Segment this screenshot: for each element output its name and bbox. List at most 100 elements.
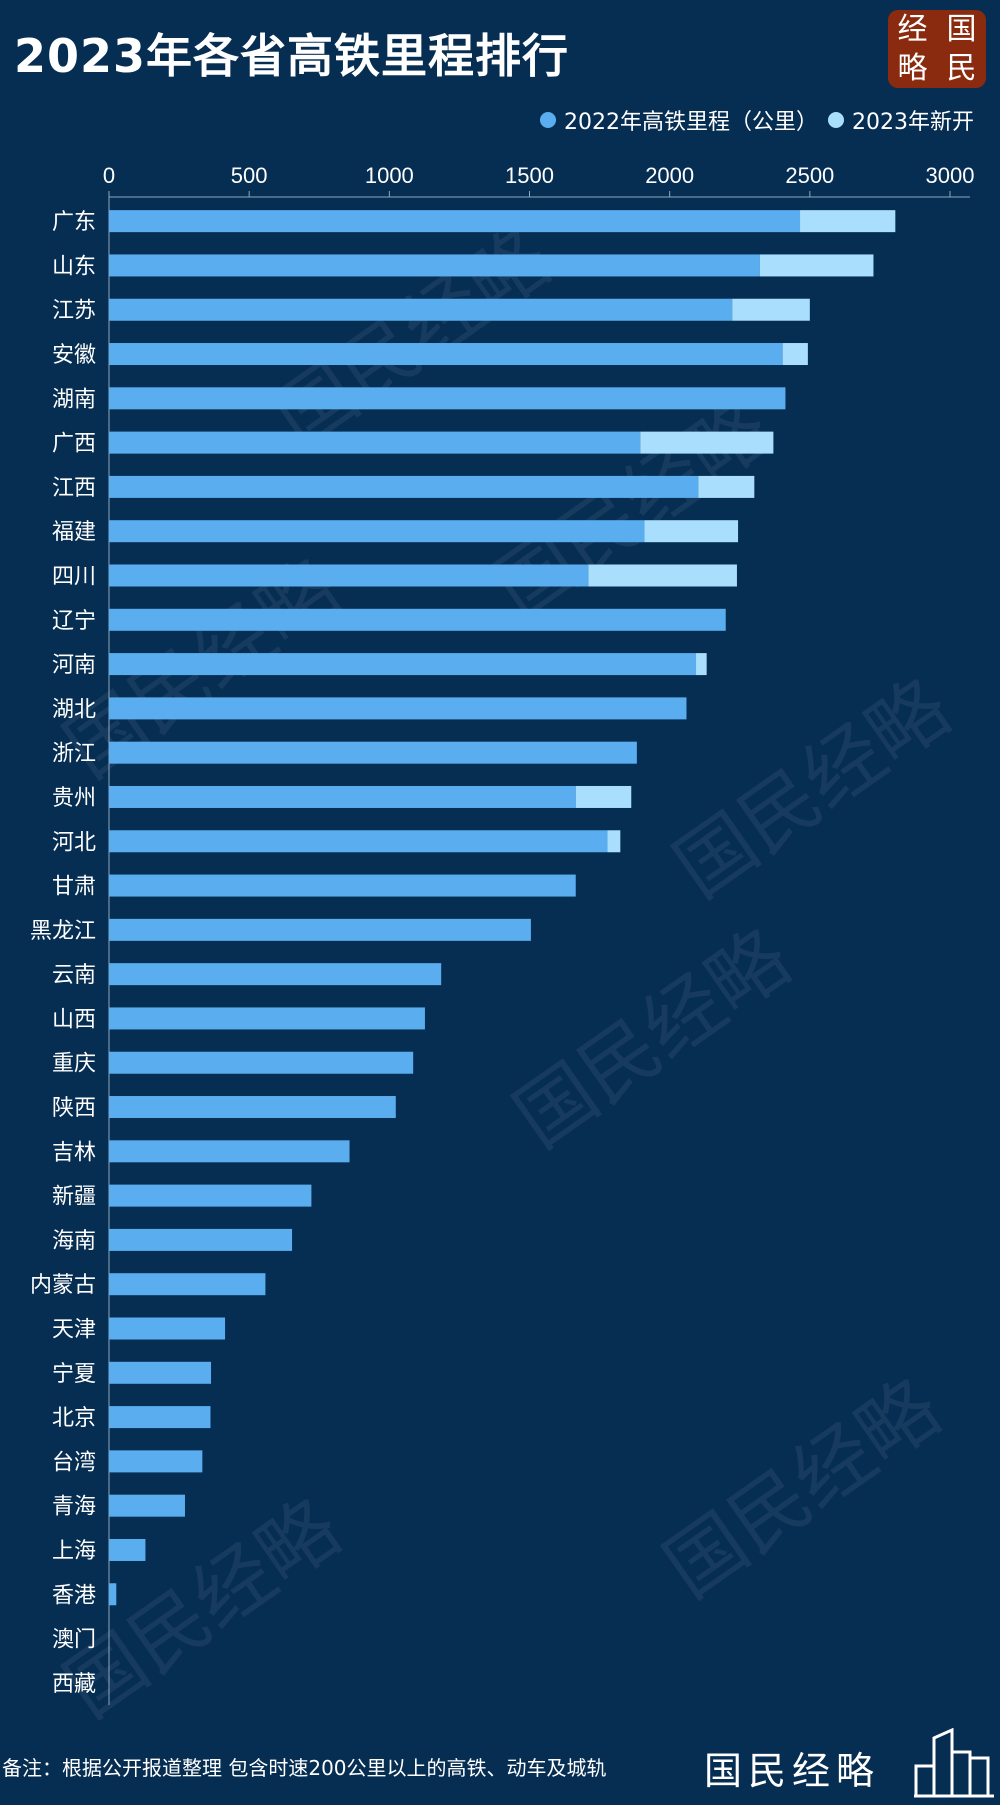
category-label: 内蒙古 bbox=[30, 1273, 96, 1298]
bar-2022 bbox=[109, 741, 637, 764]
bar-2022 bbox=[109, 1450, 203, 1473]
category-label: 吉林 bbox=[52, 1140, 96, 1165]
category-label: 西藏 bbox=[52, 1672, 96, 1697]
bar-2022 bbox=[109, 387, 786, 410]
category-label: 山西 bbox=[52, 1007, 96, 1032]
watermark-text: 国民经略 bbox=[659, 663, 966, 916]
bar-2022 bbox=[109, 1228, 293, 1251]
legend-label-2023: 2023年新开 bbox=[852, 110, 974, 135]
bar-2022 bbox=[109, 564, 589, 587]
category-label: 湖北 bbox=[52, 697, 96, 722]
category-label: 重庆 bbox=[52, 1052, 96, 1077]
x-tick-label: 2000 bbox=[645, 163, 694, 188]
category-label: 浙江 bbox=[52, 742, 96, 767]
bar-2022 bbox=[109, 874, 576, 897]
logo: 经 国 略 民 bbox=[888, 10, 986, 88]
bar-2023-new bbox=[607, 830, 621, 853]
category-label: 澳门 bbox=[52, 1628, 96, 1653]
legend-item-2022: 2022年高铁里程（公里） bbox=[540, 104, 818, 136]
legend-item-2023: 2023年新开 bbox=[828, 104, 974, 136]
bar-2023-new bbox=[696, 653, 707, 676]
category-label: 四川 bbox=[52, 565, 96, 590]
bar-2022 bbox=[109, 210, 801, 233]
category-label: 山东 bbox=[52, 254, 96, 279]
category-label: 贵州 bbox=[52, 786, 96, 811]
category-label: 云南 bbox=[52, 963, 96, 988]
bar-2022 bbox=[109, 1494, 185, 1517]
bar-2022 bbox=[109, 520, 645, 543]
bar-2022 bbox=[109, 918, 531, 941]
bar-2023-new bbox=[782, 343, 808, 366]
x-tick-label: 3000 bbox=[926, 163, 975, 188]
legend-label-2022: 2022年高铁里程（公里） bbox=[564, 110, 818, 135]
category-label: 陕西 bbox=[52, 1096, 96, 1121]
bar-2023-new bbox=[588, 564, 737, 587]
legend-dot-2022 bbox=[540, 112, 556, 128]
brand-wordmark: 国民经略 bbox=[704, 1749, 881, 1793]
bar-2022 bbox=[109, 1051, 414, 1074]
bar-2022 bbox=[109, 1184, 312, 1207]
category-label: 上海 bbox=[52, 1539, 96, 1564]
category-label: 河北 bbox=[52, 830, 96, 855]
bar-2022 bbox=[109, 697, 687, 720]
bar-2022 bbox=[109, 1538, 146, 1561]
bar-2023-new bbox=[644, 520, 739, 543]
bar-2022 bbox=[109, 1406, 211, 1429]
logo-char: 经 bbox=[897, 11, 928, 47]
legend-dot-2023 bbox=[828, 112, 844, 128]
category-label: 广西 bbox=[52, 432, 96, 457]
bar-2022 bbox=[109, 1317, 226, 1340]
footnote: 备注：根据公开报道整理 包含时速200公里以上的高铁、动车及城轨 bbox=[2, 1756, 607, 1780]
category-label: 黑龙江 bbox=[30, 919, 96, 944]
bar-2022 bbox=[109, 298, 733, 321]
x-tick-label: 1500 bbox=[505, 163, 554, 188]
bar-2023-new bbox=[800, 210, 896, 233]
bar-2022 bbox=[109, 785, 576, 808]
bar-2023-new bbox=[640, 431, 774, 454]
bar-2023-new bbox=[698, 475, 755, 498]
bar-2022 bbox=[109, 254, 760, 277]
bar-2023-new bbox=[732, 298, 810, 321]
category-label: 新疆 bbox=[52, 1185, 96, 1210]
category-label: 安徽 bbox=[52, 343, 96, 368]
category-label: 广东 bbox=[52, 210, 96, 235]
category-label: 福建 bbox=[52, 520, 96, 545]
category-label: 河南 bbox=[52, 653, 96, 678]
bar-2022 bbox=[109, 653, 697, 676]
bar-chart: 国民经略国民经略国民经略国民经略国民经略国民经略国民经略050010001500… bbox=[30, 163, 975, 1720]
logo-char: 民 bbox=[946, 50, 977, 86]
skyline-icon bbox=[914, 1728, 994, 1798]
x-tick-label: 500 bbox=[231, 163, 268, 188]
category-label: 香港 bbox=[52, 1583, 96, 1608]
x-tick-label: 2500 bbox=[785, 163, 834, 188]
category-label: 天津 bbox=[52, 1318, 96, 1343]
category-label: 湖南 bbox=[52, 387, 96, 412]
bar-2023-new bbox=[575, 785, 632, 808]
category-label: 宁夏 bbox=[52, 1362, 96, 1387]
bar-2022 bbox=[109, 830, 608, 853]
watermark-text: 国民经略 bbox=[499, 913, 806, 1166]
category-label: 青海 bbox=[52, 1495, 96, 1520]
category-label: 甘肃 bbox=[52, 875, 96, 900]
bar-2022 bbox=[109, 1273, 266, 1296]
bar-2022 bbox=[109, 343, 783, 366]
legend: 2022年高铁里程（公里） 2023年新开 bbox=[540, 104, 974, 136]
bar-2022 bbox=[109, 1140, 350, 1163]
chart-title: 2023年各省高铁里程排行 bbox=[14, 29, 570, 83]
bar-2022 bbox=[109, 1361, 212, 1384]
bar-2022 bbox=[109, 1007, 425, 1030]
watermark-text: 国民经略 bbox=[649, 1363, 956, 1616]
category-label: 台湾 bbox=[52, 1450, 96, 1475]
logo-char: 略 bbox=[897, 50, 928, 86]
bar-2022 bbox=[109, 963, 442, 986]
x-tick-label: 0 bbox=[103, 163, 115, 188]
category-label: 海南 bbox=[52, 1229, 96, 1254]
bar-2022 bbox=[109, 1583, 117, 1606]
bar-2022 bbox=[109, 475, 699, 498]
watermark-text: 国民经略 bbox=[479, 383, 786, 636]
bar-2022 bbox=[109, 431, 641, 454]
category-label: 江苏 bbox=[52, 299, 96, 324]
category-label: 辽宁 bbox=[52, 609, 96, 634]
logo-char: 国 bbox=[946, 11, 977, 47]
bar-2023-new bbox=[759, 254, 874, 277]
